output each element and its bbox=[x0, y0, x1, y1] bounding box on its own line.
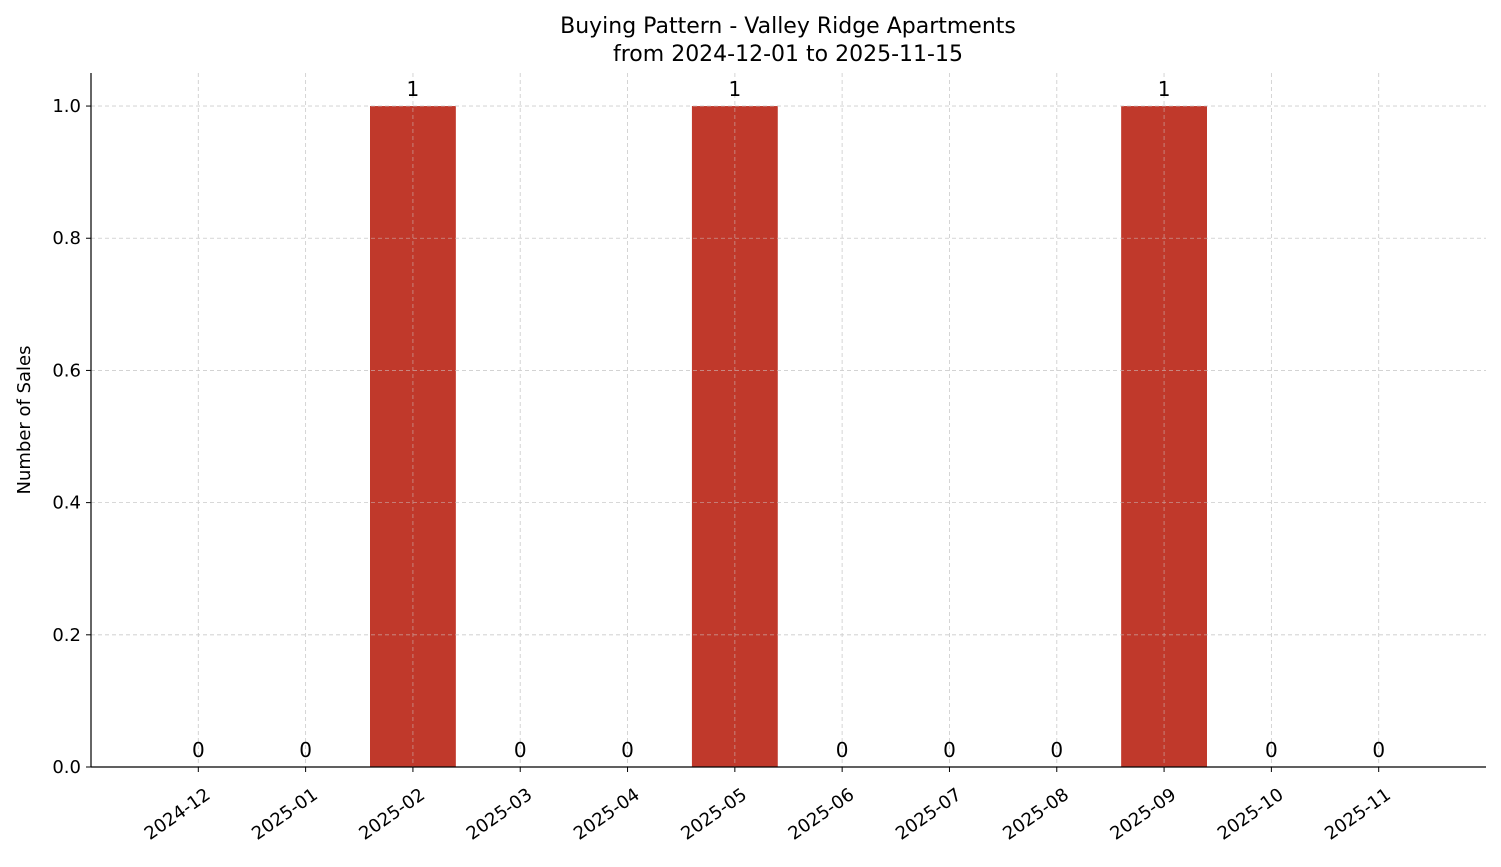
x-tick-label: 2025-02 bbox=[355, 784, 429, 844]
data-labels: 0 0 1 0 0 1 0 0 0 1 0 0 bbox=[192, 77, 1385, 762]
y-axis-label: Number of Sales bbox=[14, 345, 35, 494]
chart-subtitle: from 2024-12-01 to 2025-11-15 bbox=[613, 42, 963, 67]
bar-2025-09 bbox=[1121, 106, 1207, 768]
bar-2025-05 bbox=[691, 106, 778, 768]
bars bbox=[370, 106, 1207, 768]
data-label: 1 bbox=[728, 77, 741, 101]
x-tick-label: 2025-06 bbox=[785, 784, 859, 844]
x-tick-label: 2025-08 bbox=[999, 784, 1073, 844]
grid bbox=[91, 73, 1486, 768]
y-tick-label: 0.4 bbox=[52, 493, 81, 514]
data-label: 0 bbox=[836, 738, 849, 762]
y-tick-label: 1.0 bbox=[52, 96, 81, 117]
data-label: 0 bbox=[1050, 738, 1063, 762]
data-label: 1 bbox=[1158, 77, 1171, 101]
y-tick-label: 0.6 bbox=[52, 360, 81, 381]
x-tick-label: 2025-04 bbox=[570, 784, 644, 844]
x-tick-label: 2025-11 bbox=[1321, 784, 1395, 844]
y-tick-label: 0.8 bbox=[52, 228, 81, 249]
y-tick-label: 0.0 bbox=[52, 757, 81, 778]
x-tick-label: 2024-12 bbox=[141, 784, 215, 844]
x-tick-label: 2025-05 bbox=[677, 784, 751, 844]
data-label: 0 bbox=[1372, 738, 1385, 762]
x-tick-label: 2025-03 bbox=[463, 784, 537, 844]
data-label: 0 bbox=[1265, 738, 1278, 762]
data-label: 0 bbox=[299, 738, 312, 762]
data-label: 1 bbox=[407, 77, 420, 101]
x-tick-label: 2025-01 bbox=[248, 784, 322, 844]
x-tick-label: 2025-09 bbox=[1107, 784, 1181, 844]
data-label: 0 bbox=[514, 738, 527, 762]
data-label: 0 bbox=[621, 738, 634, 762]
data-label: 0 bbox=[943, 738, 956, 762]
data-label: 0 bbox=[192, 738, 205, 762]
y-tick-label: 0.2 bbox=[52, 625, 81, 646]
bar-2025-02 bbox=[370, 106, 456, 768]
grid-overlay bbox=[91, 73, 1486, 768]
x-tick-label: 2025-07 bbox=[892, 784, 966, 844]
x-tick-label: 2025-10 bbox=[1214, 784, 1288, 844]
chart-title: Buying Pattern - Valley Ridge Apartments bbox=[560, 14, 1016, 39]
